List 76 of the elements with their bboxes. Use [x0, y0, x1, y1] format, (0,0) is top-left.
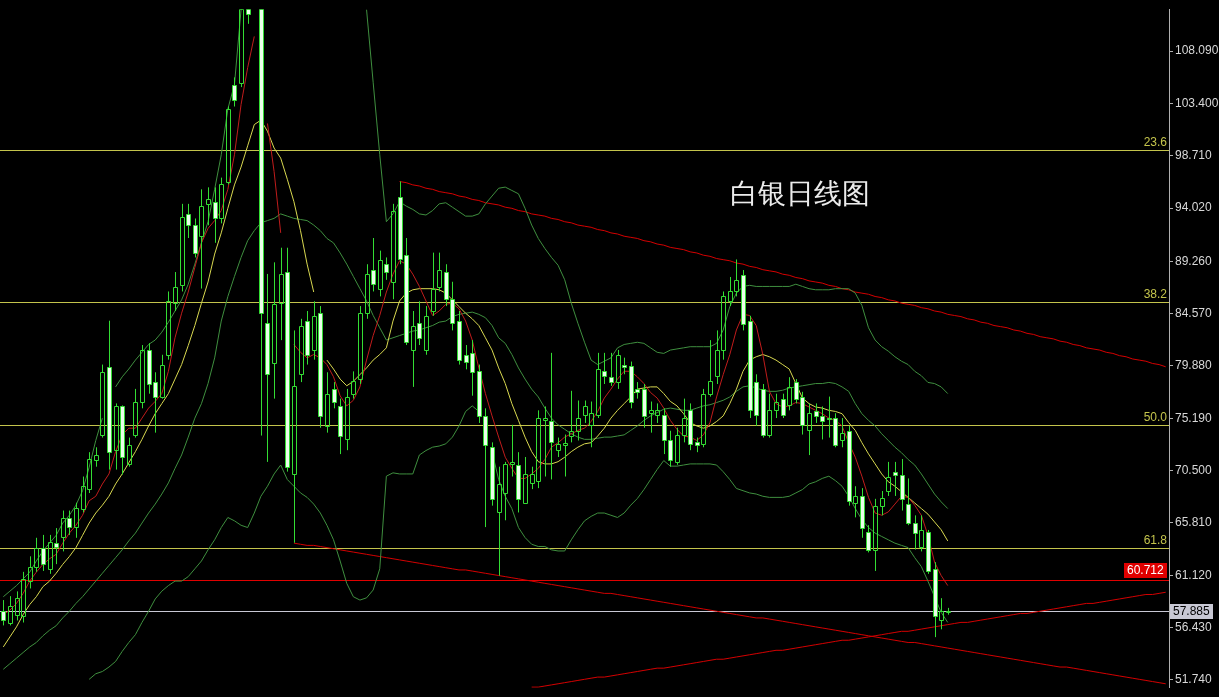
candlestick [259, 9, 264, 437]
candlestick [774, 393, 779, 419]
candlestick [523, 456, 528, 504]
y-tick-label: 51.740 [1175, 672, 1213, 687]
candlestick [41, 534, 46, 572]
candlestick [807, 402, 812, 456]
candlestick [100, 364, 105, 439]
candlestick [708, 339, 713, 398]
candlestick [74, 502, 79, 539]
candlestick [246, 9, 251, 25]
candlestick [272, 261, 277, 400]
candlestick [325, 371, 330, 434]
candlestick [345, 388, 350, 451]
candlestick [358, 305, 363, 385]
candlestick [437, 252, 442, 292]
candlestick [8, 595, 13, 626]
annotation: 61.8 [1143, 533, 1168, 548]
candlestick [569, 390, 574, 443]
y-tick-label: 103.400 [1175, 95, 1219, 110]
candlestick [576, 400, 581, 441]
y-tick-label: 65.810 [1175, 515, 1213, 530]
y-tick-label: 94.020 [1175, 200, 1213, 215]
text: 白银日线图 [729, 177, 870, 211]
candlestick [675, 427, 680, 466]
candlestick [549, 352, 554, 480]
candlestick [140, 344, 145, 409]
ref-line-label: 60.712 [1127, 563, 1165, 578]
candlestick [160, 354, 165, 398]
candlestick [543, 405, 548, 478]
ref-line-label: 57.885 [1173, 604, 1211, 619]
y-tick-label: 75.190 [1175, 410, 1213, 425]
candlestick [906, 477, 911, 526]
candlestick [490, 441, 495, 507]
y-tick-label: 61.120 [1175, 567, 1213, 582]
annotation: 38.2 [1143, 287, 1168, 302]
candlestick [173, 271, 178, 312]
candlestick [741, 269, 746, 331]
annotation: 50.0 [1143, 410, 1168, 425]
candlestick [206, 186, 211, 226]
candlestick [609, 352, 614, 387]
candlestick [516, 451, 521, 513]
y-tick-label: 56.430 [1175, 619, 1213, 634]
candlestick [1, 599, 6, 626]
candlestick [510, 424, 515, 478]
candlestick [457, 310, 462, 366]
y-tick-label: 70.500 [1175, 462, 1213, 477]
candlestick [232, 76, 237, 108]
y-tick-label: 79.880 [1175, 358, 1213, 373]
candlestick [556, 437, 561, 458]
candlestick [563, 434, 568, 478]
y-tick-label: 108.090 [1175, 43, 1219, 58]
candlestick [166, 290, 171, 361]
y-tick-label: 84.570 [1175, 305, 1213, 320]
candlestick [338, 398, 343, 455]
candlestick [873, 498, 878, 572]
candlestick [431, 252, 436, 317]
candlestick [292, 329, 297, 544]
candlestick [893, 461, 898, 497]
candlestick [886, 461, 891, 497]
candlestick [265, 273, 270, 463]
candlestick [127, 437, 132, 468]
candlestick [880, 490, 885, 516]
candlestick [391, 203, 396, 300]
candlestick [900, 458, 905, 512]
candlestick [860, 487, 865, 539]
candlestick [133, 388, 138, 439]
candlestick [424, 305, 429, 356]
annotation: 23.6 [1143, 135, 1168, 150]
candlestick [107, 320, 112, 471]
candlestick [351, 370, 356, 400]
candlestick [840, 417, 845, 448]
y-tick-label: 98.710 [1175, 148, 1213, 163]
y-tick-label: 89.260 [1175, 253, 1213, 268]
candlestick [642, 383, 647, 429]
candlestick [94, 446, 99, 468]
candlestick [332, 381, 337, 409]
